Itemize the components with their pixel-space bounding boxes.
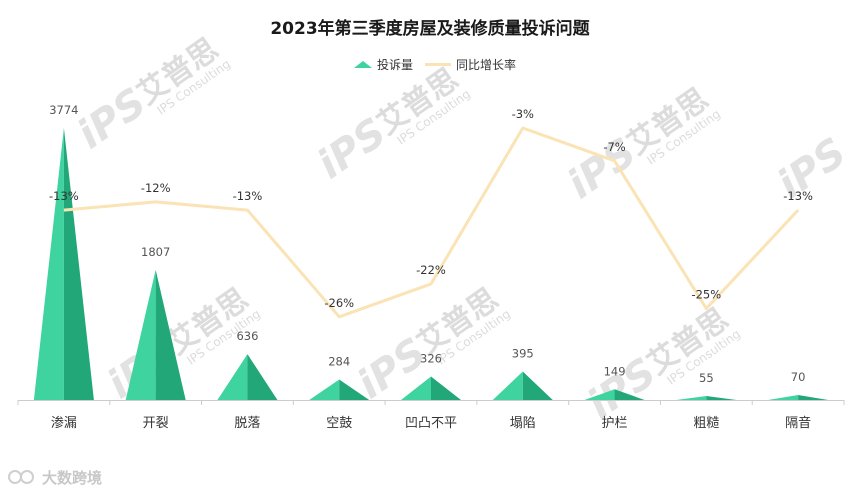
bar-left-face	[309, 379, 340, 400]
watermark: iPS 艾普思 IPS Consulting	[309, 62, 473, 189]
bar-right-face	[798, 394, 829, 400]
bar[interactable]	[217, 354, 278, 400]
x-tick-label: 渗漏	[51, 415, 77, 431]
bar[interactable]	[584, 389, 645, 400]
bar-value-label: 326	[420, 352, 442, 366]
x-tick-label: 塌陷	[510, 416, 536, 431]
bar-value-label: 1807	[141, 245, 170, 259]
bar-value-label: 3774	[49, 103, 78, 117]
bar-right-face	[247, 354, 278, 400]
bar-left-face	[125, 269, 156, 400]
chart-title: 2023年第三季度房屋及装修质量投诉问题	[270, 18, 590, 39]
bar-value-label: 70	[791, 370, 806, 384]
bar-left-face	[584, 389, 615, 400]
x-tick-label: 脱落	[234, 416, 260, 431]
bar-right-face	[63, 128, 94, 400]
rate-value-label: -22%	[416, 263, 446, 277]
legend-item-line[interactable]: 同比增长率	[425, 57, 516, 72]
bar-left-face	[33, 128, 64, 400]
bar-right-face	[155, 269, 186, 400]
bar-value-label: 284	[328, 355, 350, 369]
x-tick-label: 空鼓	[326, 416, 352, 431]
bar-left-face	[401, 376, 431, 400]
bar-right-face	[522, 371, 553, 400]
source-text: 大数跨境	[42, 469, 102, 487]
bar-left-face	[676, 396, 707, 400]
bar[interactable]	[401, 376, 461, 400]
watermark: iPS 艾普思 IPS Consulting	[559, 82, 723, 209]
x-tick-label: 护栏	[602, 416, 628, 431]
x-tick-label: 隔音	[785, 415, 811, 431]
bar[interactable]	[676, 396, 737, 400]
x-tick-label: 凹凸不平	[405, 416, 457, 431]
source-mark: 大数跨境	[8, 469, 102, 487]
source-logo-icon	[20, 470, 34, 484]
rate-value-label: -26%	[324, 296, 354, 310]
rate-value-label: -12%	[141, 181, 171, 195]
bar-right-face	[431, 376, 461, 400]
bar[interactable]	[492, 371, 553, 400]
bar-value-label: 149	[604, 364, 626, 378]
legend-label-bar: 投诉量	[377, 57, 413, 72]
bar[interactable]	[33, 128, 94, 400]
bar-series	[33, 128, 829, 400]
legend: 投诉量 同比增长率	[354, 57, 516, 72]
watermark: iPS 艾普思 IPS Consulting	[69, 32, 233, 159]
legend-swatch-bar	[354, 61, 372, 68]
legend-item-bar[interactable]: 投诉量	[354, 57, 413, 72]
rate-line	[63, 126, 800, 319]
rate-value-label: -13%	[783, 189, 813, 203]
source-logo-icon	[8, 470, 22, 484]
rate-value-label: -7%	[603, 140, 625, 154]
plot-area: 3774 1807 636 284 326 395 149 55 70 -13% -12% -13% -…	[17, 103, 845, 431]
bar-left-face	[492, 371, 523, 400]
rate-value-label: -13%	[49, 189, 79, 203]
bar-value-label: 55	[699, 371, 714, 385]
x-tick-label: 开裂	[143, 416, 169, 431]
bar-value-label: 636	[236, 329, 258, 343]
bar-right-face	[339, 379, 370, 400]
bar-left-face	[768, 394, 799, 400]
rate-value-label: -25%	[691, 288, 721, 302]
bar-value-label: 395	[512, 347, 534, 361]
bar-right-face	[614, 389, 645, 400]
rate-value-label: -13%	[233, 189, 263, 203]
bar[interactable]	[309, 379, 370, 400]
bar-left-face	[217, 354, 248, 400]
bar[interactable]	[125, 269, 186, 400]
bar-right-face	[706, 396, 737, 400]
bar[interactable]	[768, 394, 829, 400]
x-tick-label: 粗糙	[693, 416, 719, 431]
legend-label-line: 同比增长率	[456, 57, 516, 72]
rate-value-label: -3%	[512, 107, 534, 121]
